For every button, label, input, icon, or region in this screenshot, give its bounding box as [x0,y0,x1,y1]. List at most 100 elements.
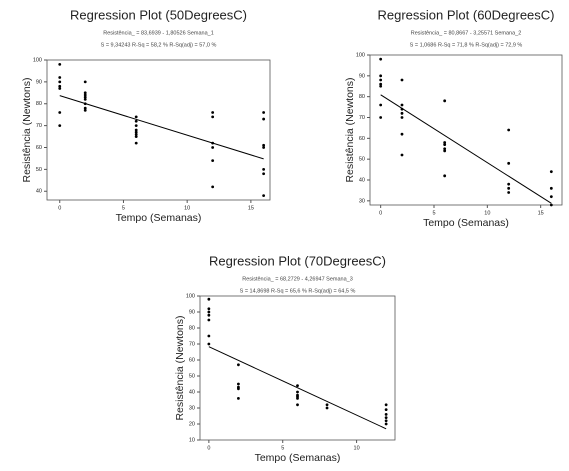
data-point [211,146,215,149]
data-point [83,93,87,97]
data-point [549,186,553,190]
y-tick-label: 90 [359,73,365,79]
data-point [83,95,87,99]
x-axis-label: Tempo (Semanas) [255,452,341,464]
plot-frame [199,295,396,441]
data-point [58,76,62,79]
data-point [58,111,62,114]
data-point [237,397,240,400]
data-point [296,390,299,394]
y-tick-label: 40 [189,389,195,395]
data-point [400,103,404,107]
y-tick-label: 10 [189,437,195,443]
data-point [207,307,211,311]
x-tick-label: 5 [432,210,435,216]
data-point [237,387,240,391]
fit-stats: S = 14,8698 R-Sq = 65,6 % R-Sq(adj) = 64… [240,288,356,294]
data-point [507,191,511,194]
data-point [296,403,299,407]
y-tick-label: 20 [189,421,195,427]
y-tick-label: 30 [359,198,365,204]
data-point [325,403,329,407]
y-tick-label: 70 [36,123,42,129]
data-point [83,97,87,101]
y-axis-label: Resistência (Newtons) [344,77,356,182]
data-point [58,87,62,90]
y-axis-label: Resistência (Newtons) [174,315,186,420]
data-point [83,108,87,112]
fit-stats: S = 1,0686 R-Sq = 71,8 % R-Sq(adj) = 72,… [410,42,523,48]
y-tick-label: 100 [33,57,42,63]
data-point [549,203,553,207]
data-point [549,195,553,199]
data-point [83,80,87,84]
data-point [58,62,62,66]
data-point [211,185,215,189]
data-point [83,102,87,106]
data-point [211,111,215,114]
y-tick-label: 70 [189,341,195,347]
y-tick-label: 80 [36,101,42,107]
data-point [262,194,266,198]
y-tick-label: 100 [356,52,365,58]
data-point [134,119,138,123]
data-point [134,115,138,119]
data-point [207,310,211,314]
data-point [325,406,329,410]
x-tick-label: 10 [184,205,190,211]
regression-line [208,346,387,430]
data-point [379,103,383,107]
data-point [379,82,383,86]
y-tick-label: 60 [189,357,195,363]
data-point [379,78,383,82]
data-point [443,174,447,178]
data-point [262,146,266,149]
y-tick-label: 50 [189,373,195,379]
data-point [400,111,404,115]
data-point [296,384,299,387]
data-point [443,143,447,146]
data-point [134,135,138,138]
data-point [384,416,388,419]
x-tick-label: 15 [248,205,254,211]
data-point [207,313,211,317]
data-point [58,84,62,88]
data-point [443,147,447,151]
data-point [443,99,447,103]
data-point [379,74,383,78]
y-tick-label: 100 [186,293,195,299]
data-point [400,132,404,136]
data-point [507,128,511,132]
data-point [384,422,388,426]
data-point [379,57,383,61]
data-point [262,143,266,147]
data-point [134,128,138,132]
y-tick-label: 60 [36,145,42,151]
x-tick-label: 15 [538,210,544,216]
data-point [549,170,553,174]
data-point [296,397,299,400]
data-point [443,149,447,153]
data-point [400,107,404,111]
x-axis-label: Tempo (Semanas) [423,217,509,229]
y-tick-label: 90 [189,309,195,315]
data-point [207,318,211,322]
x-tick-label: 5 [122,205,125,211]
x-tick-label: 0 [207,445,210,451]
y-tick-label: 80 [359,94,365,100]
data-point [507,186,511,190]
plot-frame [46,59,271,201]
y-tick-label: 90 [36,79,42,85]
data-point [507,161,511,165]
y-tick-label: 40 [36,189,42,195]
data-point [400,153,404,157]
y-tick-label: 50 [359,157,365,163]
data-point [134,124,138,128]
data-point [58,124,62,128]
data-point [83,106,87,110]
data-point [211,141,215,145]
data-point [507,182,511,186]
data-point [237,363,240,367]
